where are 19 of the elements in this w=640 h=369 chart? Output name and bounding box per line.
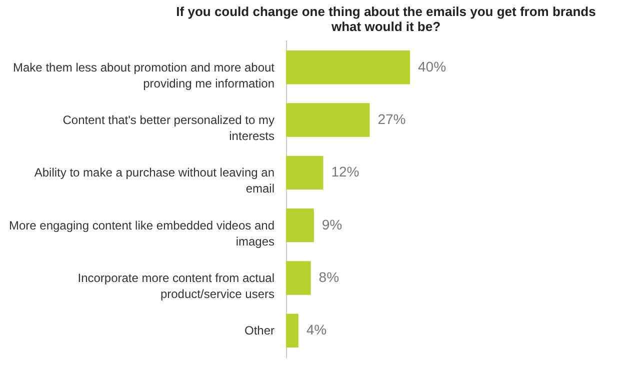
bar [286, 208, 314, 242]
data-label: 27% [378, 111, 406, 128]
y-tick-label: Content that's better personalized to my interests [62, 113, 274, 144]
bar [286, 156, 324, 190]
y-tick-label: Incorporate more content from actual product/service users [78, 270, 274, 301]
bar [286, 50, 410, 84]
data-label: 4% [306, 322, 327, 338]
y-tick-label: More engaging content like embedded videos and images [8, 218, 274, 248]
y-tick-label: Make them less about promotion and more about providing me information [13, 60, 276, 90]
bar [286, 261, 311, 295]
data-label: 9% [322, 216, 342, 232]
bar [286, 103, 370, 137]
y-tick-label: Other [244, 324, 274, 338]
bar [286, 314, 298, 348]
data-label: 40% [418, 58, 446, 74]
data-label: 8% [318, 268, 340, 285]
chart-title: If you could change one thing about the emails you get from brands what would it be? [176, 4, 596, 34]
y-tick-label: Ability to make a purchase without leaving an email [34, 166, 274, 196]
data-label: 12% [331, 164, 360, 180]
